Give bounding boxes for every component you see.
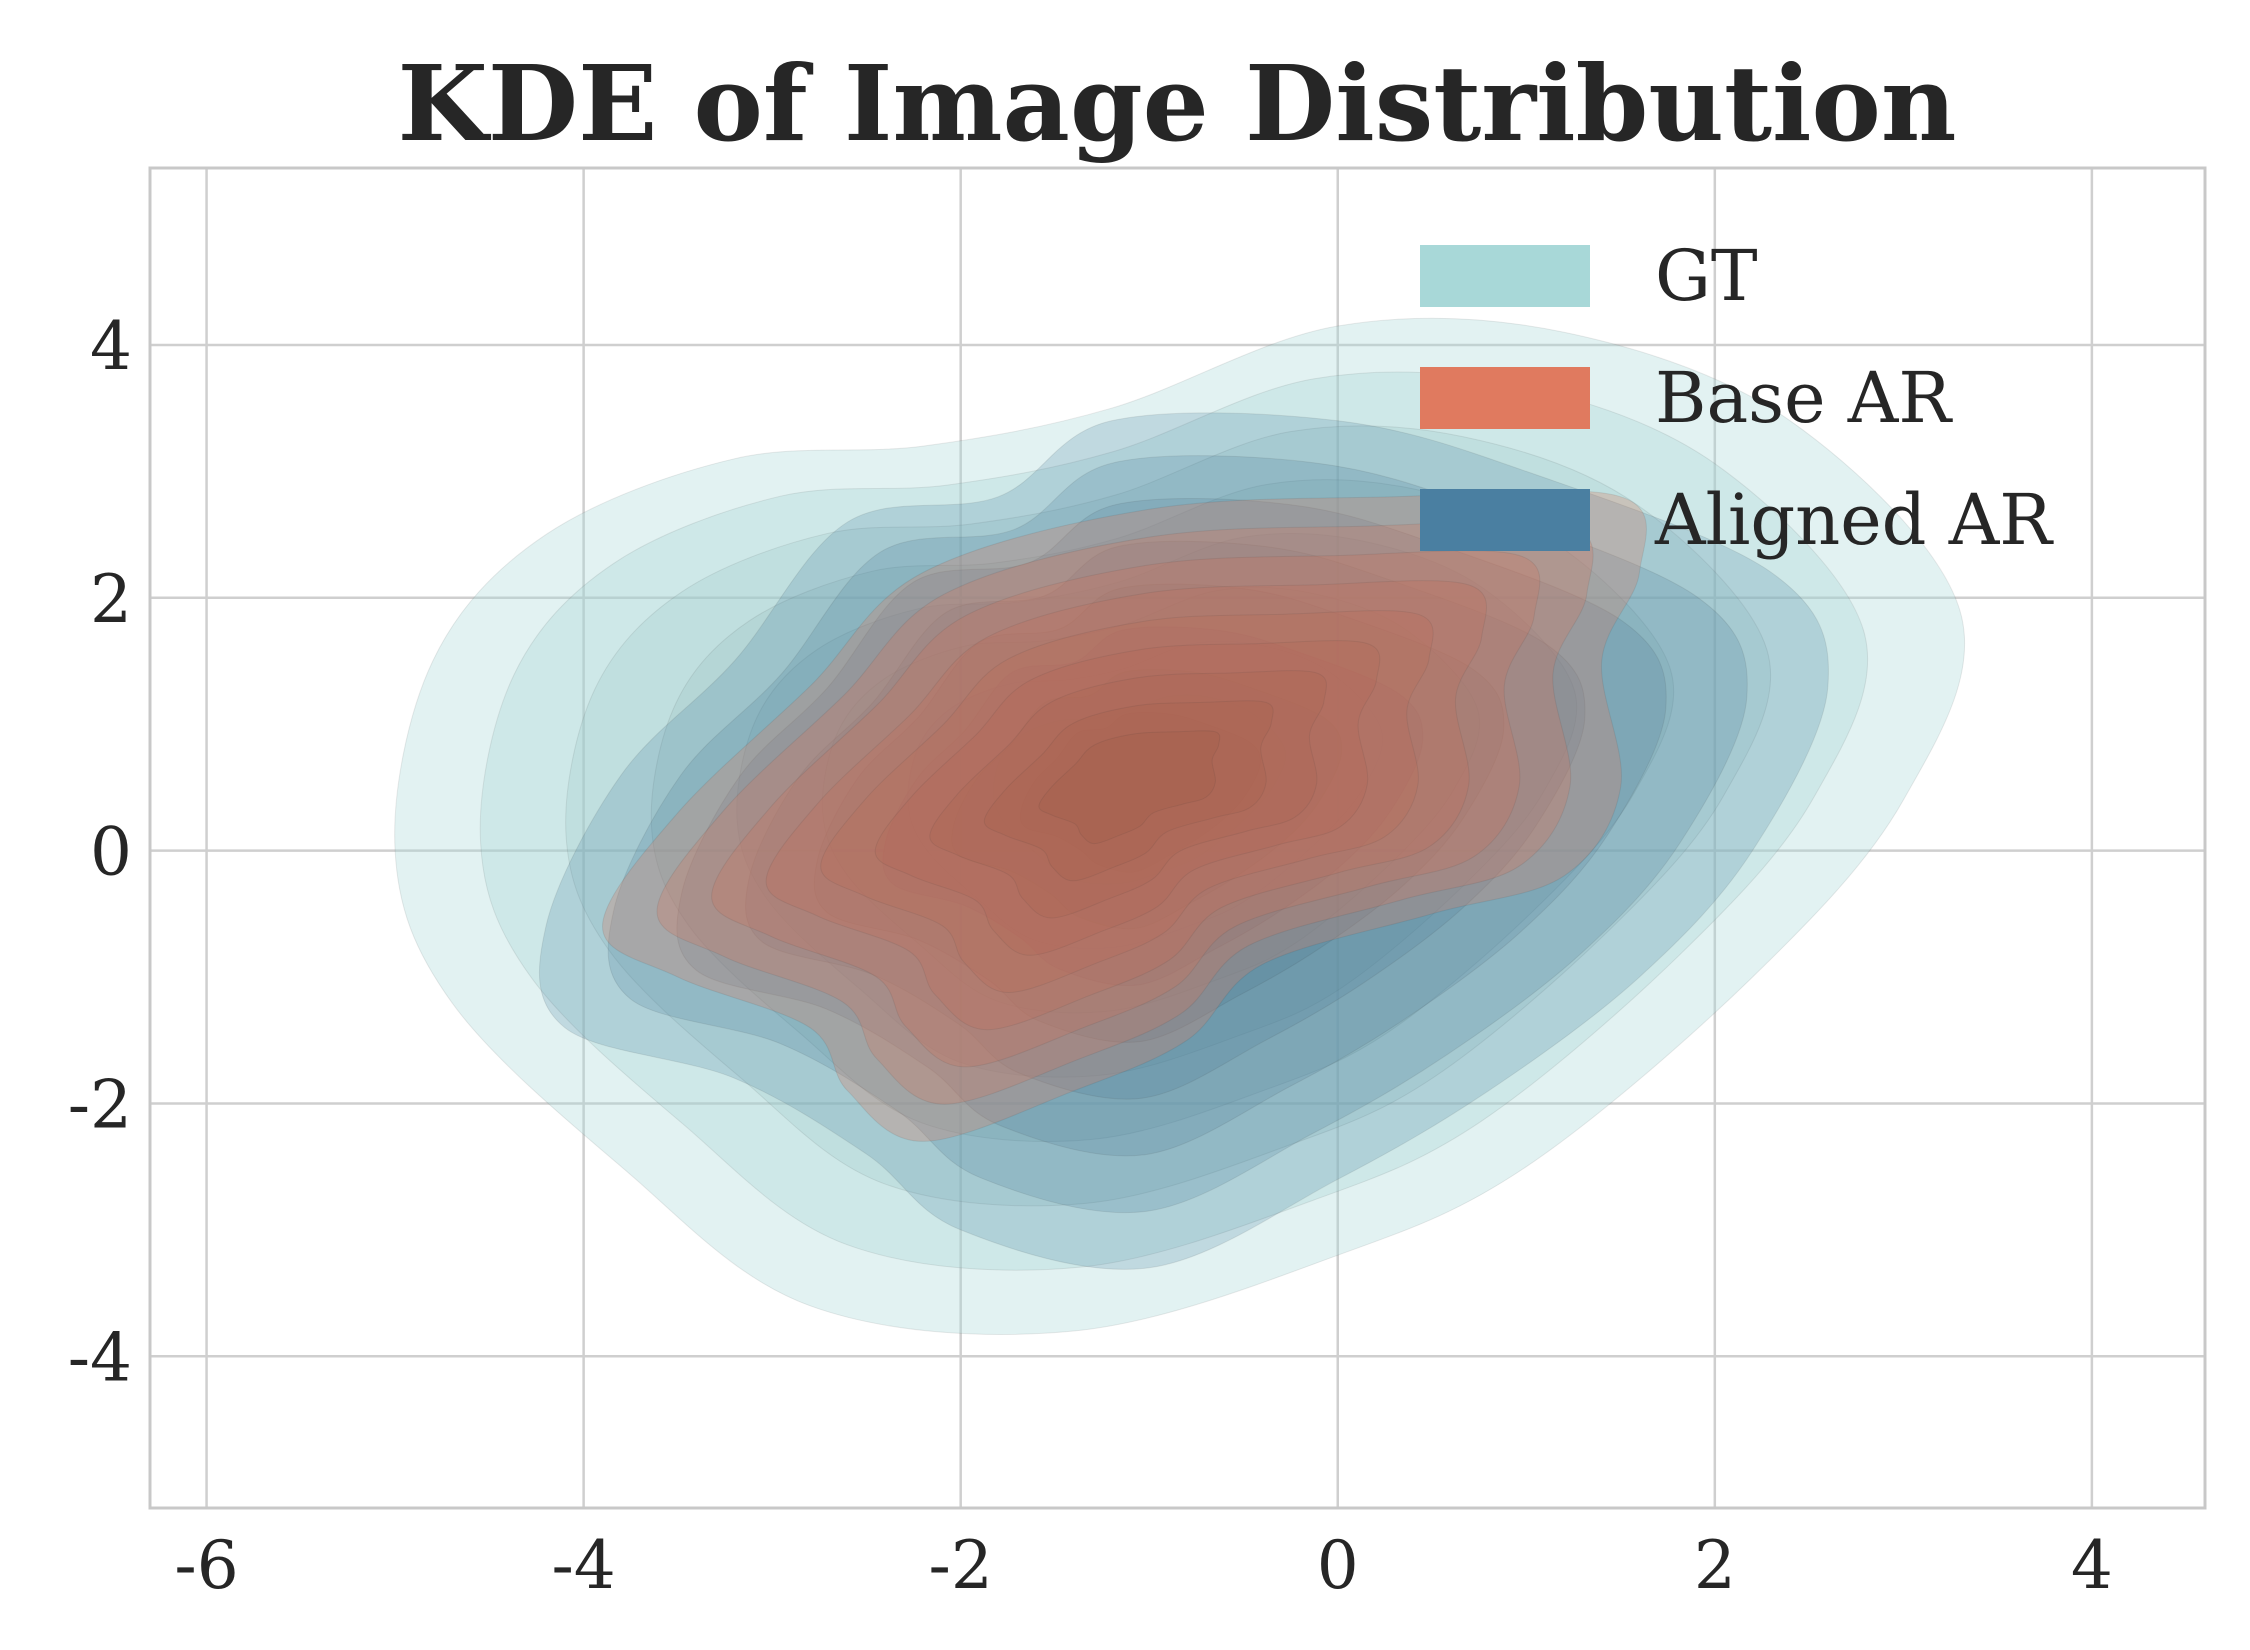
legend: GT Base AR Aligned AR [1420,235,2054,561]
kde-density-layers [394,317,1966,1335]
kde-level-4 [820,610,1434,994]
kde-level-6 [951,669,1343,930]
kde-level-1 [479,371,1869,1271]
kde-level-1 [607,455,1748,1214]
kde-series-base-ar [601,490,1647,1142]
y-tick-labels: -4 -2 0 2 4 [68,308,132,1396]
x-tick-label: 0 [1317,1527,1359,1604]
kde-level-2 [711,550,1541,1068]
kde-level-7 [1019,712,1261,873]
kde-level-3 [650,479,1675,1142]
x-tick-labels: -6 -4 -2 0 2 4 [174,1527,2112,1604]
kde-level-2 [676,497,1667,1157]
legend-swatch-0 [1420,245,1590,307]
legend-label-0: GT [1655,235,1758,317]
x-tick-label: -2 [929,1527,993,1604]
kde-level-7 [992,694,1287,885]
kde-series-aligned-ar [538,412,1829,1270]
kde-level-4 [736,532,1578,1078]
legend-label-2: Aligned AR [1654,479,2054,561]
kde-level-7 [983,700,1274,882]
legend-swatch-1 [1420,367,1590,429]
y-tick-label: 2 [90,561,132,638]
kde-level-1 [656,520,1594,1105]
kde-level-3 [745,540,1586,1100]
kde-level-6 [929,670,1327,919]
chart-title: KDE of Image Distribution [398,42,1957,165]
kde-level-5 [821,586,1481,1014]
y-tick-label: -4 [68,1319,132,1396]
grid [150,168,2205,1508]
kde-level-5 [882,626,1424,987]
x-tick-label: 2 [1694,1527,1736,1604]
x-tick-label: -6 [174,1527,238,1604]
y-tick-label: 4 [90,308,132,385]
x-tick-label: 4 [2071,1527,2113,1604]
kde-series-gt [394,317,1966,1335]
kde-level-4 [813,583,1505,1043]
kde-level-2 [565,425,1772,1207]
legend-swatch-2 [1420,489,1590,551]
kde-level-8 [1038,730,1221,845]
axes-frame [148,166,2207,1510]
kde-level-0 [538,412,1829,1270]
kde-level-5 [874,640,1381,956]
x-tick-label: -4 [551,1527,615,1604]
y-tick-label: -2 [68,1066,132,1143]
kde-level-6 [907,640,1384,950]
y-tick-label: 0 [90,814,132,891]
kde-level-0 [394,317,1966,1335]
kde-level-0 [601,490,1647,1142]
legend-label-1: Base AR [1655,357,1953,439]
kde-level-3 [765,580,1487,1031]
